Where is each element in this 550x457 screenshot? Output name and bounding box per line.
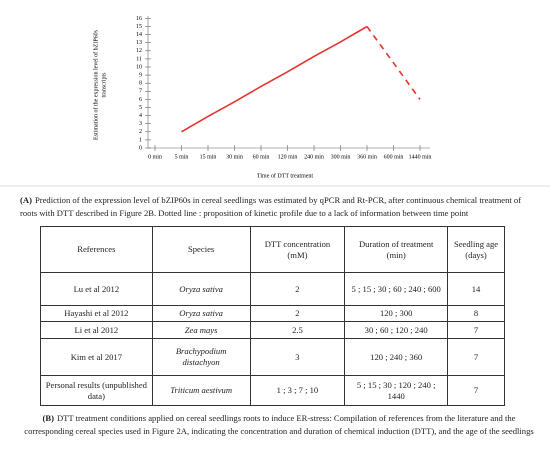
table-cell: Lu et al 2012 xyxy=(40,272,153,306)
header-cell: Species xyxy=(151,226,251,273)
table-cell: Triticum aestivum xyxy=(151,375,251,406)
x-tick-label: 240 min xyxy=(304,154,324,160)
line xyxy=(366,26,421,100)
y-tick-label: 1 xyxy=(139,137,142,143)
table: References Species DTT concentration (mM) D… xyxy=(40,226,505,406)
table-cell: 7 xyxy=(447,375,505,406)
table-cell: 8 xyxy=(447,305,505,322)
y-tick-label: 14 xyxy=(136,32,142,38)
y-tick-label: 8 xyxy=(139,81,142,87)
table-row: Kim et al 2017 Brachypodium distachyon 3 12… xyxy=(40,338,505,376)
x-tick-label: 30 min xyxy=(226,154,243,160)
caption-label: (A) xyxy=(20,195,32,205)
table-cell: 5 ; 15 ; 30 ; 60 ; 240 ; 600 xyxy=(344,272,449,306)
header-cell: Duration of treatment (min) xyxy=(344,226,449,273)
y-tick-label: 6 xyxy=(139,97,142,103)
caption-a: (A) Prediction of the expression level of… xyxy=(20,194,538,220)
y-tick-label: 16 xyxy=(136,16,142,22)
y-tick-label: 10 xyxy=(136,64,142,70)
x-tick-label: 60 min xyxy=(253,154,270,160)
y-tick-label: 9 xyxy=(139,72,142,78)
table-cell: 30 ; 60 ; 120 ; 240 xyxy=(344,321,449,339)
x-tick-label: 600 min xyxy=(384,154,404,160)
table-cell: Oryza sativa xyxy=(151,305,251,322)
y-tick-label: 3 xyxy=(139,121,142,127)
x-tick-label: 1440 min xyxy=(409,154,432,160)
header-cell: References xyxy=(40,226,153,273)
x-tick-label: 300 min xyxy=(331,154,351,160)
y-tick-label: 13 xyxy=(136,40,142,46)
header-cell: Seedling age (days) xyxy=(447,226,505,273)
table-cell: Hayashi et al 2012 xyxy=(40,305,153,322)
table-cell: 5 ; 15 ; 30 ; 120 ; 240 ; 1440 xyxy=(344,375,449,406)
table-cell: Zea mays xyxy=(151,321,251,339)
x-tick-label: 360 min xyxy=(357,154,377,160)
table-row: Li et al 2012 Zea mays 2.5 30 ; 60 ; 120 ; … xyxy=(40,321,505,339)
y-tick-label: 11 xyxy=(136,56,142,62)
table-cell: 2 xyxy=(249,272,346,306)
table-cell: Brachypodium distachyon xyxy=(151,338,251,376)
caption-label: (B) xyxy=(42,413,54,423)
table-cell: 1 ; 3 ; 7 ; 10 xyxy=(249,375,346,406)
table-cell: Personal results (unpublished data) xyxy=(40,375,153,406)
caption-text: Prediction of the expression level of bZ… xyxy=(20,195,522,218)
table-row: Hayashi et al 2012 Oryza sativa 2 120 ; 300… xyxy=(40,305,505,322)
y-tick-label: 12 xyxy=(136,48,142,54)
table-cell: Kim et al 2017 xyxy=(40,338,153,376)
caption-b: (B) DTT treatment conditions applied on c… xyxy=(20,412,538,438)
y-tick-label: 15 xyxy=(136,24,142,30)
table-cell: 7 xyxy=(447,321,505,339)
x-tick-label: 15 min xyxy=(200,154,217,160)
table-cell: Li et al 2012 xyxy=(40,321,153,339)
table-cell: 2.5 xyxy=(249,321,346,339)
table-cell: 14 xyxy=(447,272,505,306)
y-axis-label: transcripts xyxy=(101,72,107,98)
y-tick-label: 5 xyxy=(139,105,142,111)
y-axis-label: Estimation of the expression level of bZ… xyxy=(92,29,99,140)
table-row: Personal results (unpublished data) Triti… xyxy=(40,375,505,406)
y-tick-label: 7 xyxy=(139,89,142,95)
x-axis-label: Time of DTT treatment xyxy=(257,172,313,179)
table-cell: 7 xyxy=(447,338,505,376)
x-tick-label: 5 min xyxy=(175,154,189,160)
header-row: References Species DTT concentration (mM) D… xyxy=(40,226,505,273)
x-tick-label: 120 min xyxy=(278,154,298,160)
table-row: Lu et al 2012 Oryza sativa 2 5 ; 15 ; 30 ; … xyxy=(40,272,505,306)
table-cell: Oryza sativa xyxy=(151,272,251,306)
caption-text: DTT treatment conditions applied on cere… xyxy=(24,413,534,436)
x-tick-label: 0 min xyxy=(148,154,162,160)
y-tick-label: 2 xyxy=(139,129,142,135)
table-cell: 3 xyxy=(249,338,346,376)
table-cell: 120 ; 240 ; 360 xyxy=(344,338,449,376)
y-tick-label: 0 xyxy=(139,145,142,151)
table-cell: 120 ; 300 xyxy=(344,305,449,322)
table-cell: 2 xyxy=(249,305,346,322)
chart: Estimation of the expression level of bZ… xyxy=(0,16,550,187)
y-tick-label: 4 xyxy=(139,113,142,119)
line xyxy=(181,25,368,133)
header-cell: DTT concentration (mM) xyxy=(249,226,346,273)
